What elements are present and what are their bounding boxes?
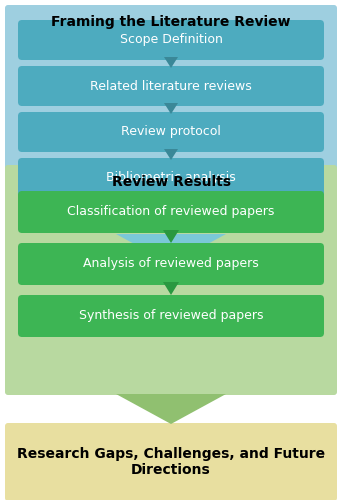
Text: Synthesis of reviewed papers: Synthesis of reviewed papers: [79, 310, 263, 322]
Polygon shape: [164, 149, 178, 160]
Text: Framing the Literature Review: Framing the Literature Review: [51, 15, 291, 29]
Text: Review Results: Review Results: [111, 175, 231, 189]
Text: Bibliometric analysis: Bibliometric analysis: [106, 172, 236, 184]
FancyBboxPatch shape: [5, 423, 337, 500]
Polygon shape: [116, 234, 226, 264]
Polygon shape: [116, 394, 226, 424]
Text: Review protocol: Review protocol: [121, 126, 221, 138]
Polygon shape: [164, 57, 178, 68]
Text: Scope Definition: Scope Definition: [120, 34, 222, 46]
Polygon shape: [163, 282, 179, 295]
Polygon shape: [164, 103, 178, 114]
FancyBboxPatch shape: [18, 158, 324, 198]
Polygon shape: [163, 230, 179, 243]
FancyBboxPatch shape: [18, 295, 324, 337]
Text: Analysis of reviewed papers: Analysis of reviewed papers: [83, 258, 259, 270]
FancyBboxPatch shape: [18, 66, 324, 106]
FancyBboxPatch shape: [5, 5, 337, 235]
Text: Classification of reviewed papers: Classification of reviewed papers: [67, 206, 275, 218]
FancyBboxPatch shape: [5, 165, 337, 395]
Text: Related literature reviews: Related literature reviews: [90, 80, 252, 92]
FancyBboxPatch shape: [18, 112, 324, 152]
FancyBboxPatch shape: [18, 20, 324, 60]
FancyBboxPatch shape: [18, 243, 324, 285]
FancyBboxPatch shape: [18, 191, 324, 233]
Text: Research Gaps, Challenges, and Future
Directions: Research Gaps, Challenges, and Future Di…: [17, 447, 325, 477]
